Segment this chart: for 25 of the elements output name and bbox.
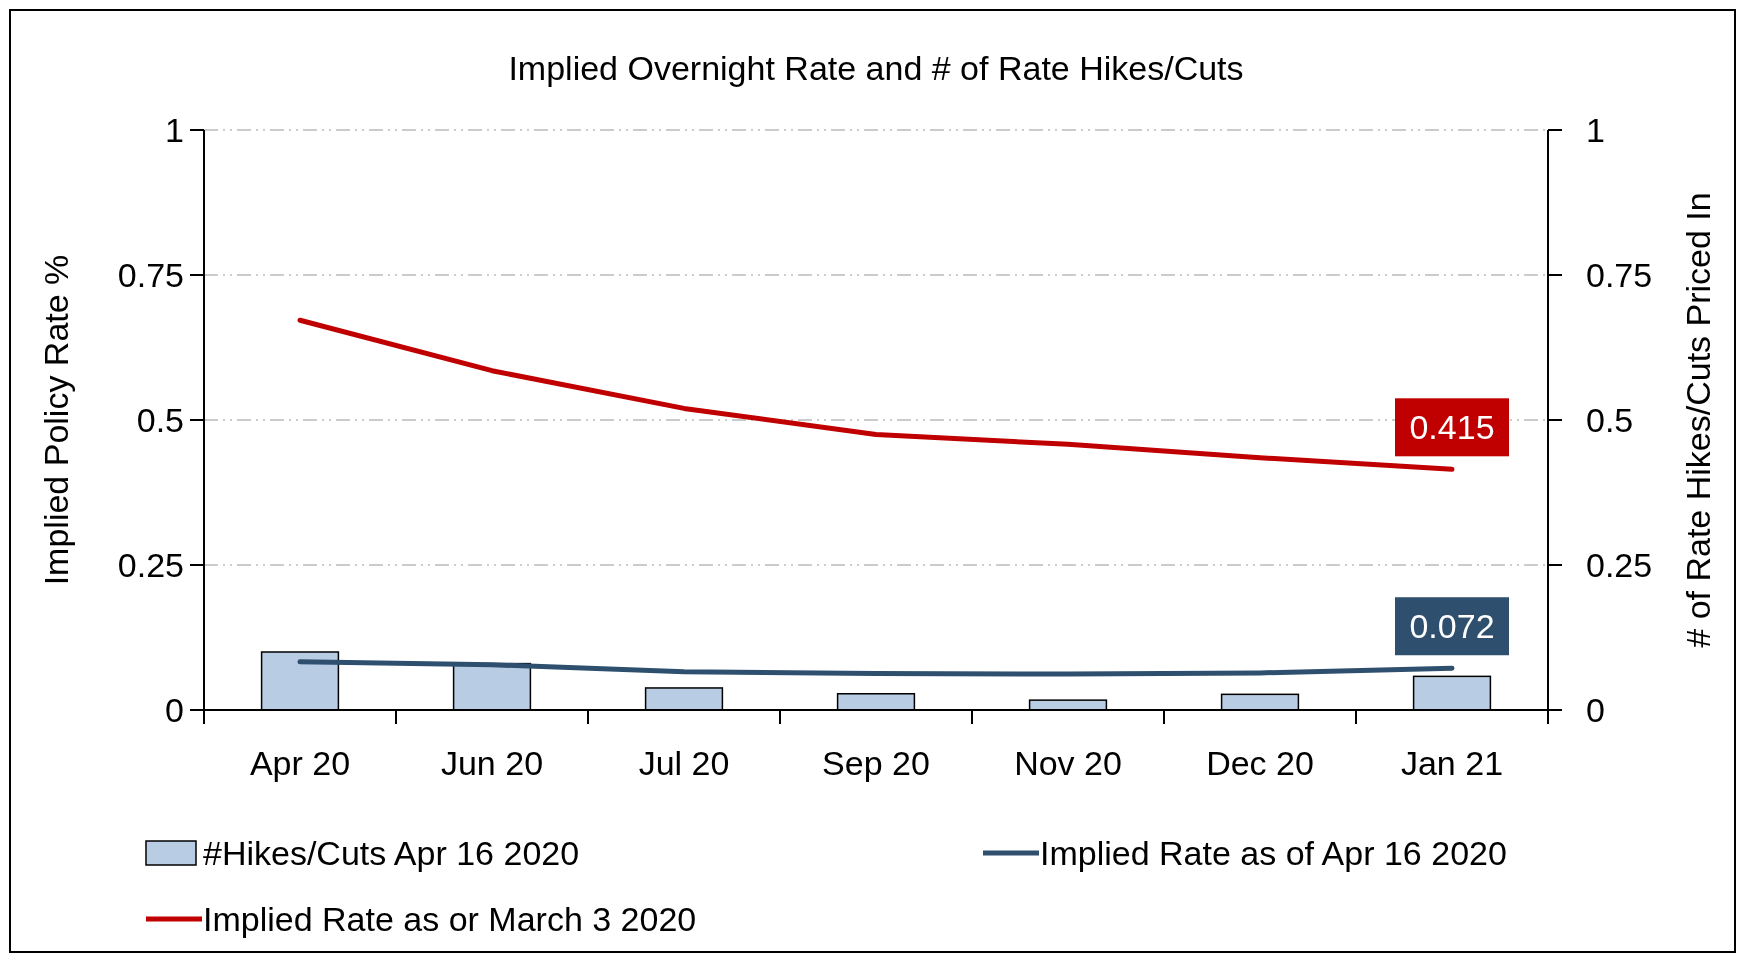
data-label: 0.072 xyxy=(1409,607,1495,646)
y2-tick-label: 0.75 xyxy=(1586,256,1653,294)
chart-title: Implied Overnight Rate and # of Rate Hikes/Cuts xyxy=(508,49,1244,87)
y2-tick-label: 0.25 xyxy=(1586,546,1653,584)
y2-tick-label: 0.5 xyxy=(1586,401,1634,439)
data-label: 0.415 xyxy=(1409,408,1495,447)
x-tick-label: Sep 20 xyxy=(822,744,930,782)
y-tick-label: 0.75 xyxy=(117,256,184,294)
x-tick-label: Jun 20 xyxy=(440,744,544,782)
x-tick-label: Jul 20 xyxy=(638,744,730,782)
y2-axis-title: # of Rate Hikes/Cuts Priced In xyxy=(1679,192,1717,648)
x-tick-label: Jan 21 xyxy=(1400,744,1504,782)
legend-label: Implied Rate as of Apr 16 2020 xyxy=(1040,834,1507,872)
y2-tick-label: 0 xyxy=(1586,691,1605,729)
y-tick-label: 0.5 xyxy=(136,401,184,439)
y-tick-label: 0.25 xyxy=(117,546,184,584)
x-tick-label: Apr 20 xyxy=(249,744,351,782)
y2-tick-label: 1 xyxy=(1586,111,1605,149)
legend-label: Implied Rate as or March 3 2020 xyxy=(203,900,697,938)
x-tick-label: Dec 20 xyxy=(1206,744,1314,782)
x-tick-label: Nov 20 xyxy=(1014,744,1122,782)
legend-label: #Hikes/Cuts Apr 16 2020 xyxy=(203,834,580,872)
y-tick-label: 1 xyxy=(165,111,184,149)
y-axis-title: Implied Policy Rate % xyxy=(37,254,75,586)
y-tick-label: 0 xyxy=(165,691,184,729)
